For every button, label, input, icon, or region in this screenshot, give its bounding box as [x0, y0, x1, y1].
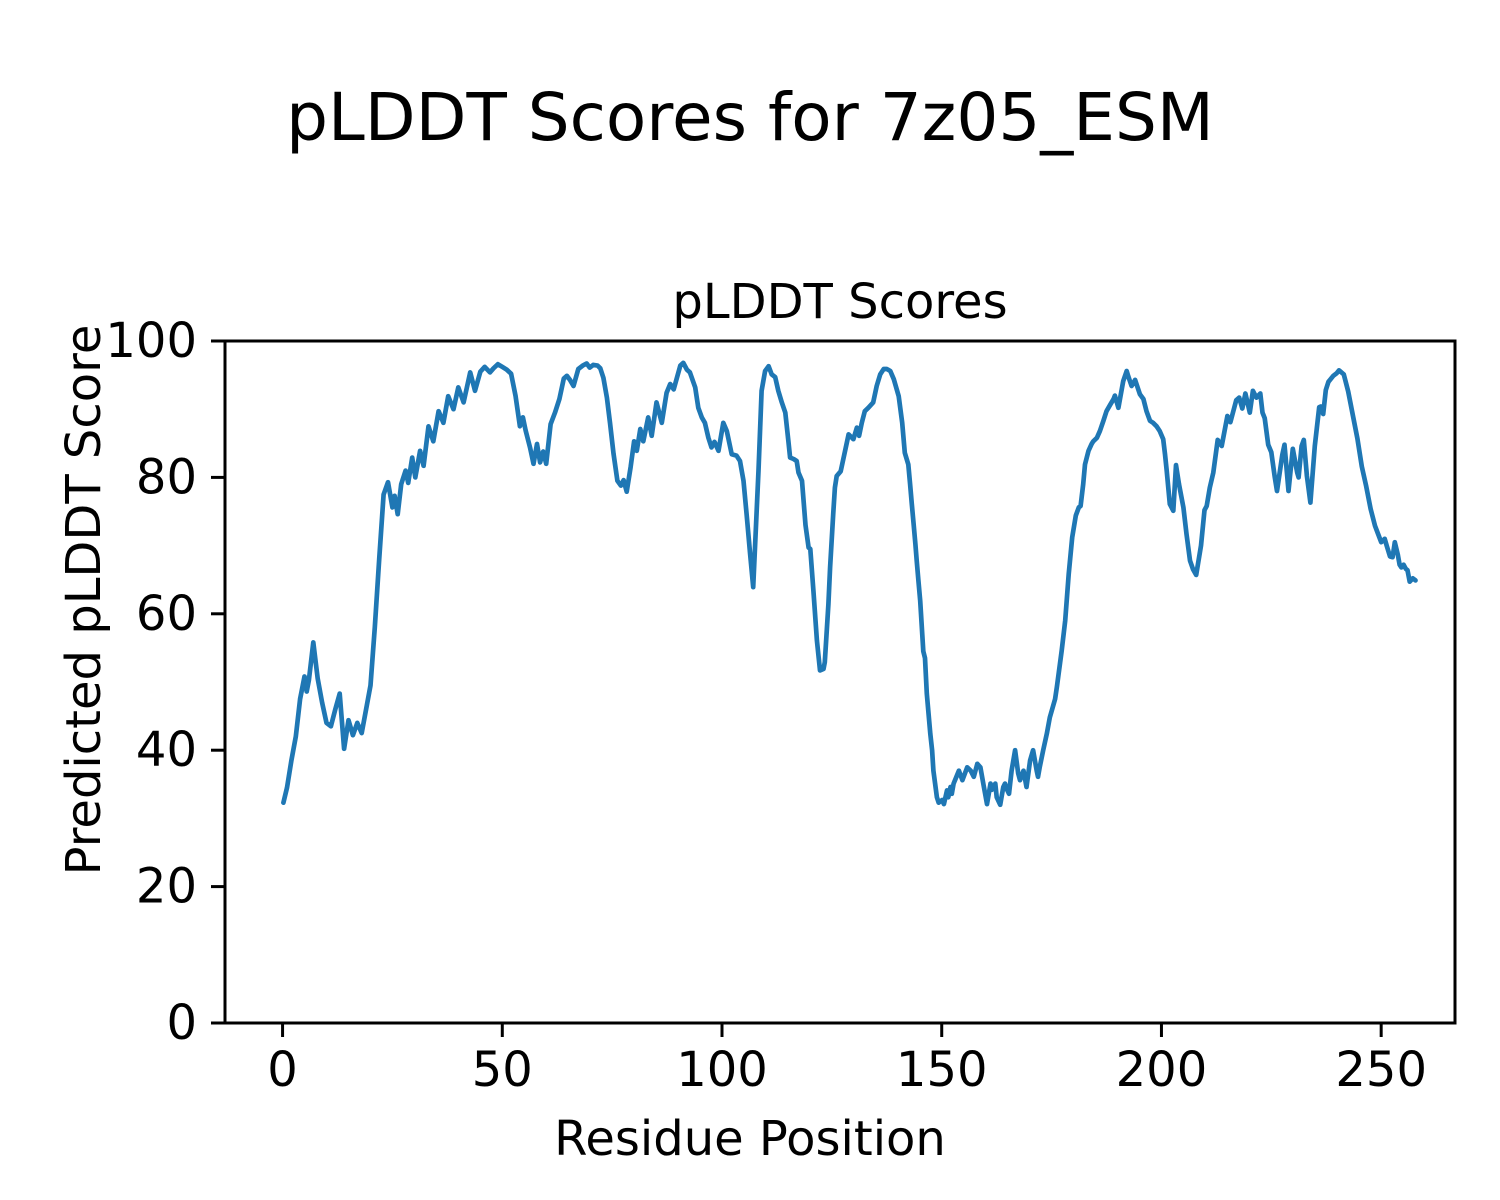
- x-tick-label: 150: [896, 1042, 988, 1098]
- axes-title: pLDDT Scores: [672, 274, 1007, 330]
- y-axis-ticks: 0 20 40 60 80 100: [105, 313, 225, 1051]
- y-tick-label: 20: [136, 859, 197, 915]
- y-tick-label: 80: [136, 449, 197, 505]
- x-axis-label: Residue Position: [554, 1111, 946, 1167]
- x-tick-label: 50: [472, 1042, 533, 1098]
- plot-area: 0 50 100 150 200 250 0 20 40 60 80 100: [105, 313, 1457, 1098]
- x-axis-ticks: 0 50 100 150 200 250: [267, 1023, 1427, 1098]
- x-tick-label: 200: [1116, 1042, 1208, 1098]
- plot-border: [223, 339, 1457, 1025]
- x-tick-label: 100: [676, 1042, 768, 1098]
- y-tick-label: 0: [166, 995, 197, 1051]
- y-axis-label: Predicted pLDDT Score: [56, 325, 112, 876]
- y-tick-label: 40: [136, 722, 197, 778]
- x-tick-label: 0: [267, 1042, 298, 1098]
- plddt-line: [281, 360, 1418, 808]
- x-tick-label: 250: [1335, 1042, 1427, 1098]
- y-tick-label: 60: [136, 586, 197, 642]
- y-tick-label: 100: [105, 313, 197, 369]
- figure-suptitle: pLDDT Scores for 7z05_ESM: [286, 79, 1214, 156]
